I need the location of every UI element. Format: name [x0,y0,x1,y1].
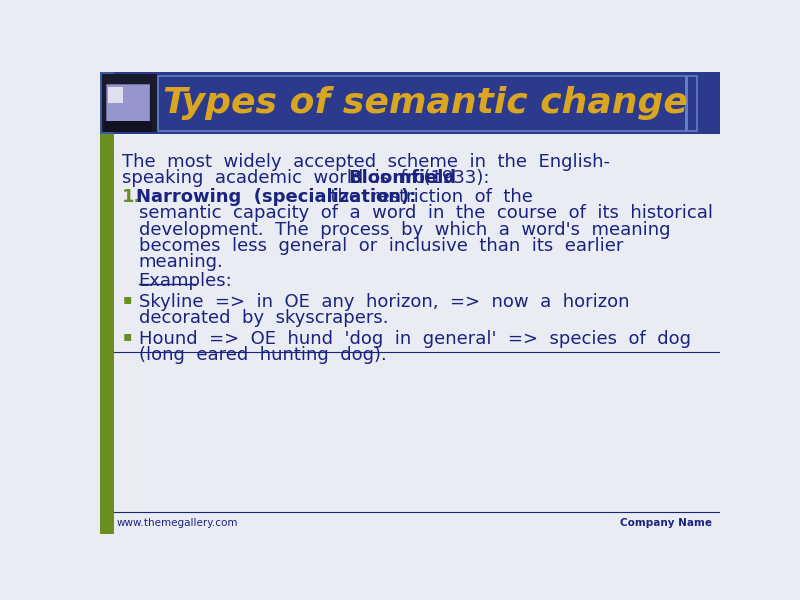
Text: semantic  capacity  of  a  word  in  the  course  of  its  historical: semantic capacity of a word in the cours… [138,205,713,223]
Bar [114,134,720,512]
Text: Types of semantic change: Types of semantic change [163,86,688,120]
Bar [100,134,114,534]
Text: (1933):: (1933): [412,169,490,187]
Text: ▪: ▪ [123,329,133,343]
Text: decorated  by  skyscrapers.: decorated by skyscrapers. [138,309,388,327]
Bar [100,72,114,134]
Bar [106,83,149,122]
Text: Narrowing  (specialization):: Narrowing (specialization): [136,188,416,206]
Text: development.  The  process  by  which  a  word's  meaning: development. The process by which a word… [138,221,670,239]
Text: Examples:: Examples: [138,272,233,290]
Text: 1.: 1. [122,188,141,206]
Text: Bloomfield: Bloomfield [349,169,457,187]
FancyBboxPatch shape [100,72,720,134]
Text: meaning.: meaning. [138,253,223,271]
Bar [685,76,688,131]
Text: the  restriction  of  the: the restriction of the [318,188,533,206]
Text: www.themegallery.com: www.themegallery.com [117,518,238,528]
Text: Hound  =>  OE  hund  'dog  in  general'  =>  species  of  dog: Hound => OE hund 'dog in general' => spe… [138,330,690,348]
Text: Skyline  =>  in  OE  any  horizon,  =>  now  a  horizon: Skyline => in OE any horizon, => now a h… [138,293,630,311]
Bar [106,83,149,122]
Text: Company Name: Company Name [620,518,712,528]
Text: becomes  less  general  or  inclusive  than  its  earlier: becomes less general or inclusive than i… [138,237,623,255]
Bar [158,76,697,131]
Bar [104,121,152,132]
Text: (long  eared  hunting  dog).: (long eared hunting dog). [138,346,386,364]
Bar [102,74,158,132]
Text: speaking  academic  world  is  from: speaking academic world is from [122,169,454,187]
Text: ▪: ▪ [123,292,133,306]
Text: The  most  widely  accepted  scheme  in  the  English-: The most widely accepted scheme in the E… [122,153,610,171]
Bar [108,88,123,103]
